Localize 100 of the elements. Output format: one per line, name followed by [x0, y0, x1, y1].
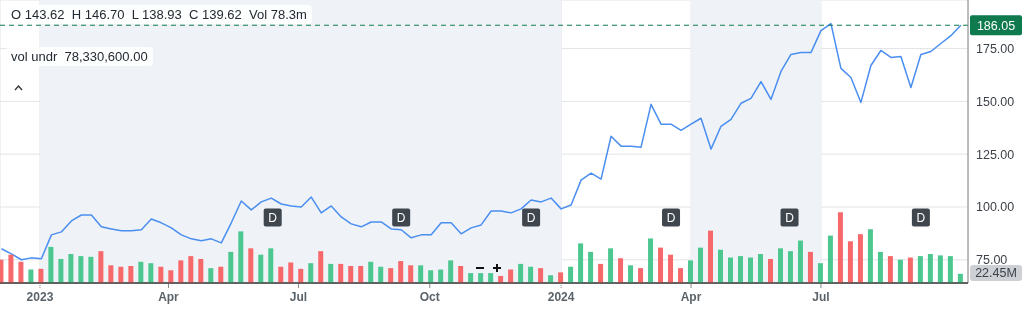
bar	[528, 266, 534, 283]
bar	[148, 263, 154, 283]
bar	[538, 268, 544, 283]
bar	[718, 249, 724, 283]
bar	[428, 270, 434, 283]
bar	[917, 256, 923, 283]
bar	[398, 261, 404, 283]
bar	[218, 266, 224, 283]
bar	[58, 258, 64, 283]
annotation: D	[785, 211, 795, 226]
bar	[168, 270, 174, 283]
bar	[817, 263, 823, 283]
bar	[328, 263, 334, 283]
bar	[638, 268, 644, 283]
bar	[757, 253, 763, 283]
bar	[558, 272, 564, 283]
bar	[258, 254, 264, 283]
y-tick-label: 75.00	[976, 253, 1008, 268]
bar	[388, 268, 394, 283]
bar	[198, 258, 204, 283]
bar	[338, 263, 344, 283]
bar	[228, 251, 234, 283]
bar	[248, 248, 254, 283]
annotation: D	[666, 211, 676, 226]
annotation: O 143.62 H 146.70 L 138.93 C 139.62 Vol 78.3m	[6, 5, 312, 24]
bar	[887, 256, 893, 283]
annotation: D	[268, 211, 278, 226]
bar	[937, 255, 943, 283]
bar	[368, 261, 374, 283]
bar	[787, 251, 793, 283]
bar	[188, 256, 194, 283]
ref-line-label: 186.05	[976, 18, 1016, 33]
bar	[767, 258, 773, 283]
bar	[418, 265, 424, 283]
bar	[158, 266, 164, 283]
bar	[38, 268, 44, 283]
bar	[238, 231, 244, 283]
bar	[678, 268, 684, 283]
bar	[608, 248, 614, 283]
bar	[867, 229, 873, 283]
bar	[478, 273, 484, 283]
bar	[688, 260, 694, 283]
bar	[448, 260, 454, 283]
y-tick-label: 100.00	[976, 200, 1015, 215]
bar	[438, 269, 444, 283]
bar	[98, 251, 104, 283]
bar	[278, 266, 284, 283]
bar	[827, 235, 833, 283]
bar	[118, 266, 124, 283]
annotation: vol undr 78,330,600.00	[6, 47, 153, 66]
bar	[108, 265, 114, 283]
annotation: D	[916, 211, 926, 226]
bar	[408, 265, 414, 283]
bar	[48, 246, 54, 283]
x-tick-label: Apr	[158, 290, 180, 304]
bar	[458, 266, 464, 283]
bar	[298, 268, 304, 283]
bar	[877, 251, 883, 283]
bar	[468, 273, 474, 283]
bar	[308, 263, 314, 283]
bar	[927, 253, 933, 283]
x-tick-label: Apr	[680, 290, 702, 304]
bar	[208, 268, 214, 283]
bar	[807, 251, 813, 283]
bar	[378, 266, 384, 283]
bar	[78, 256, 84, 283]
bar	[268, 248, 274, 283]
bar	[138, 261, 144, 283]
bar	[548, 275, 554, 283]
bar	[288, 262, 294, 283]
y-tick-label: 150.00	[976, 94, 1015, 109]
x-tick-label: 2023	[26, 290, 54, 304]
bar	[518, 263, 524, 283]
bar	[897, 259, 903, 283]
bar	[728, 257, 733, 283]
bar	[698, 247, 704, 283]
bar	[8, 254, 14, 283]
bar	[28, 269, 34, 283]
annotation: D	[526, 211, 536, 226]
bar	[668, 254, 674, 283]
bar	[598, 263, 604, 283]
bar	[907, 257, 913, 283]
bar	[857, 234, 863, 283]
bar	[348, 266, 354, 283]
bar	[358, 266, 364, 283]
bar	[88, 256, 94, 283]
bar	[578, 243, 584, 283]
bar	[658, 247, 664, 283]
bar	[178, 260, 184, 283]
bar	[68, 253, 74, 283]
bar	[568, 266, 574, 283]
bar	[747, 257, 753, 283]
bar	[708, 230, 714, 283]
y-tick-label: 125.00	[976, 147, 1015, 162]
bar	[947, 256, 953, 283]
bar	[488, 273, 494, 283]
text: 22.45M	[970, 265, 1022, 281]
bar	[648, 238, 654, 283]
bar	[318, 251, 324, 283]
bar	[797, 240, 803, 283]
